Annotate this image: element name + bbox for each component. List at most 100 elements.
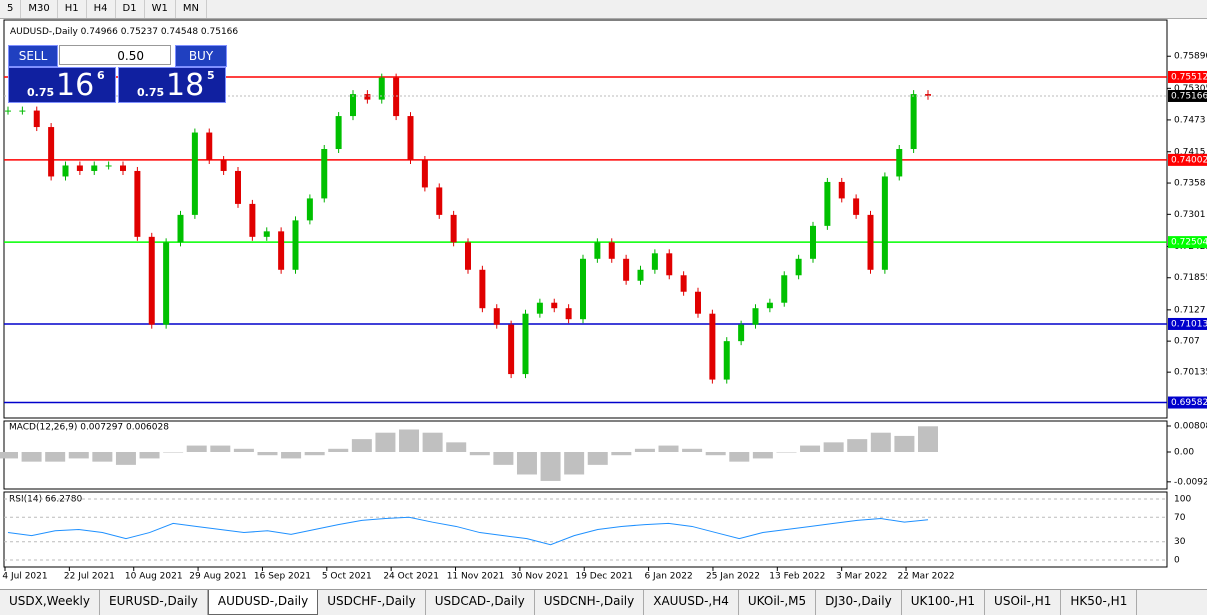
candle: [910, 94, 917, 150]
macd-bar: [776, 452, 797, 453]
trade-panel: SELL 0.50 BUY 0.75 16 6 0.75 18 5: [8, 45, 227, 103]
macd-bar: [634, 448, 655, 452]
candle: [479, 269, 486, 309]
chart-tab[interactable]: DJ30-,Daily: [816, 590, 902, 615]
macd-bar: [422, 432, 443, 452]
timeframe-button[interactable]: H1: [58, 0, 87, 18]
candle: [666, 253, 673, 276]
candle: [594, 242, 601, 259]
y-tick-label: 0.7301: [1174, 210, 1206, 220]
macd-bar: [210, 445, 231, 452]
macd-bar: [894, 435, 915, 452]
candle: [436, 187, 443, 215]
price-big: 0.75: [27, 86, 55, 99]
timeframe-button[interactable]: 5: [0, 0, 22, 18]
candle: [364, 94, 371, 100]
macd-bar: [139, 452, 160, 459]
candle: [235, 170, 241, 204]
x-tick-label: 29 Aug 2021: [189, 572, 247, 582]
chart-tab[interactable]: USDCNH-,Daily: [535, 590, 645, 615]
current-price-bg: [1168, 89, 1207, 102]
y-tick-label: 0.75305: [1174, 84, 1207, 94]
candle: [335, 116, 342, 150]
candle: [421, 159, 428, 188]
level-label: 0.75512: [1171, 72, 1207, 82]
level-label-bg: [1168, 396, 1207, 409]
timeframe-button[interactable]: W1: [145, 0, 176, 18]
timeframe-button[interactable]: M30: [21, 0, 58, 18]
level-label-bg: [1168, 70, 1207, 83]
chart-tab[interactable]: EURUSD-,Daily: [100, 590, 208, 615]
candle: [321, 149, 328, 199]
candle: [263, 231, 270, 237]
candle: [148, 236, 155, 325]
candle: [292, 220, 299, 270]
chart-tab[interactable]: USDX,Weekly: [0, 590, 100, 615]
level-label-bg: [1168, 153, 1207, 166]
y-tick-label: 0: [1174, 556, 1180, 566]
candle: [306, 198, 313, 221]
macd-bar: [257, 452, 278, 456]
sell-price[interactable]: 0.75 16 6: [8, 67, 116, 103]
y-tick-label: 0.008087: [1174, 422, 1207, 432]
macd-bar: [611, 452, 632, 456]
y-tick-label: 0.7127: [1174, 305, 1206, 315]
x-tick-label: 10 Aug 2021: [125, 572, 183, 582]
level-label-bg: [1168, 236, 1207, 249]
lot-input[interactable]: 0.50: [59, 45, 171, 65]
macd-bar: [516, 452, 537, 475]
chart-tab[interactable]: UK100-,H1: [902, 590, 986, 615]
timeframe-bar: 5 M30 H1 H4 D1 W1 MN: [0, 0, 1207, 19]
y-tick-label: 0.7473: [1174, 115, 1206, 125]
y-tick-label: 100: [1174, 495, 1191, 505]
macd-bar: [870, 432, 891, 452]
y-tick-label: 0.707: [1174, 337, 1200, 347]
macd-bar: [729, 452, 750, 462]
candle: [249, 203, 256, 237]
macd-bar: [304, 452, 325, 456]
chart-tab[interactable]: HK50-,H1: [1061, 590, 1138, 615]
chart-tab[interactable]: AUDUSD-,Daily: [207, 590, 319, 615]
price-main: 18: [166, 68, 205, 103]
candle: [881, 176, 888, 270]
y-tick-label: 0.70135: [1174, 368, 1207, 378]
chart-tab[interactable]: USDCAD-,Daily: [426, 590, 535, 615]
buy-button[interactable]: BUY: [175, 45, 227, 67]
timeframe-button[interactable]: H4: [87, 0, 116, 18]
macd-bar: [375, 432, 396, 452]
candle: [33, 110, 40, 128]
candle: [465, 242, 471, 270]
sell-button[interactable]: SELL: [8, 45, 58, 67]
macd-bar: [233, 448, 254, 452]
candle: [565, 308, 572, 320]
ohlc: 0.74966 0.75237 0.74548 0.75166: [81, 27, 239, 37]
chart-tab[interactable]: UKOil-,M5: [739, 590, 817, 615]
candle: [278, 231, 285, 270]
price-main: 16: [56, 68, 95, 103]
buy-price[interactable]: 0.75 18 5: [118, 67, 226, 103]
level-label: 0.72504: [1171, 238, 1207, 248]
timeframe-button[interactable]: D1: [116, 0, 145, 18]
candle: [120, 165, 126, 171]
y-tick-label: -0.00928: [1174, 477, 1207, 487]
x-tick-label: 6 Jan 2022: [644, 572, 692, 582]
chart-tab[interactable]: USOil-,H1: [985, 590, 1062, 615]
candle: [810, 225, 816, 259]
x-tick-label: 3 Mar 2022: [836, 572, 887, 582]
candle: [781, 275, 788, 303]
y-tick-label: 30: [1174, 537, 1186, 547]
chart-tab[interactable]: XAUUSD-,H4: [644, 590, 739, 615]
macd-bar: [752, 452, 773, 459]
macd-bar: [328, 448, 349, 452]
candle: [134, 170, 141, 237]
price-pip: 6: [97, 69, 105, 82]
chart-tab[interactable]: USDCHF-,Daily: [318, 590, 426, 615]
timeframe-button[interactable]: MN: [176, 0, 207, 18]
macd-bar: [540, 452, 561, 481]
candle: [695, 291, 701, 314]
x-tick-label: 11 Nov 2021: [447, 572, 505, 582]
macd-bar: [823, 442, 844, 452]
macd-bar: [564, 452, 585, 475]
candle: [508, 324, 515, 375]
